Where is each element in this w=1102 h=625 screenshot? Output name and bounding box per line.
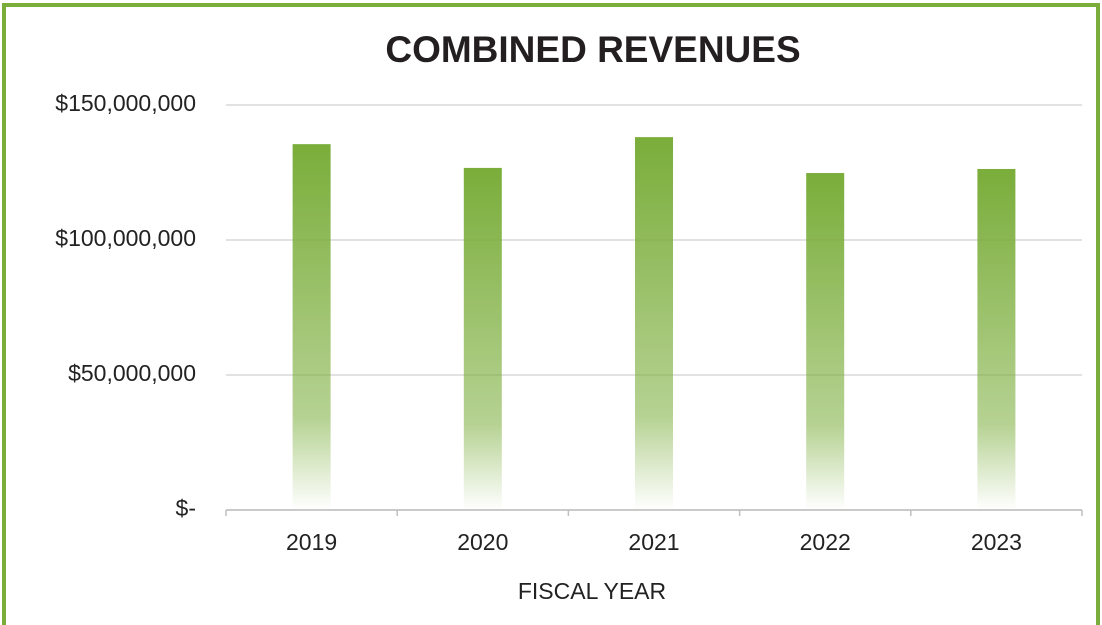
bar: [977, 168, 1016, 511]
x-tick-label: 2022: [800, 529, 851, 555]
x-axis-label: FISCAL YEAR: [518, 578, 666, 604]
y-tick-label: $100,000,000: [55, 225, 196, 251]
chart-title: COMBINED REVENUES: [385, 29, 800, 70]
bar: [806, 173, 845, 511]
x-tick-label: 2019: [286, 529, 337, 555]
y-tick-label: $50,000,000: [68, 360, 196, 386]
bar: [463, 167, 502, 510]
x-tick-label: 2023: [971, 529, 1022, 555]
frame: [2, 3, 1100, 625]
y-tick-label: $-: [176, 495, 196, 521]
y-tick-label: $150,000,000: [55, 90, 196, 116]
x-tick-label: 2020: [457, 529, 508, 555]
bar: [292, 144, 331, 510]
x-tick-label: 2021: [628, 529, 679, 555]
bar: [635, 137, 673, 510]
